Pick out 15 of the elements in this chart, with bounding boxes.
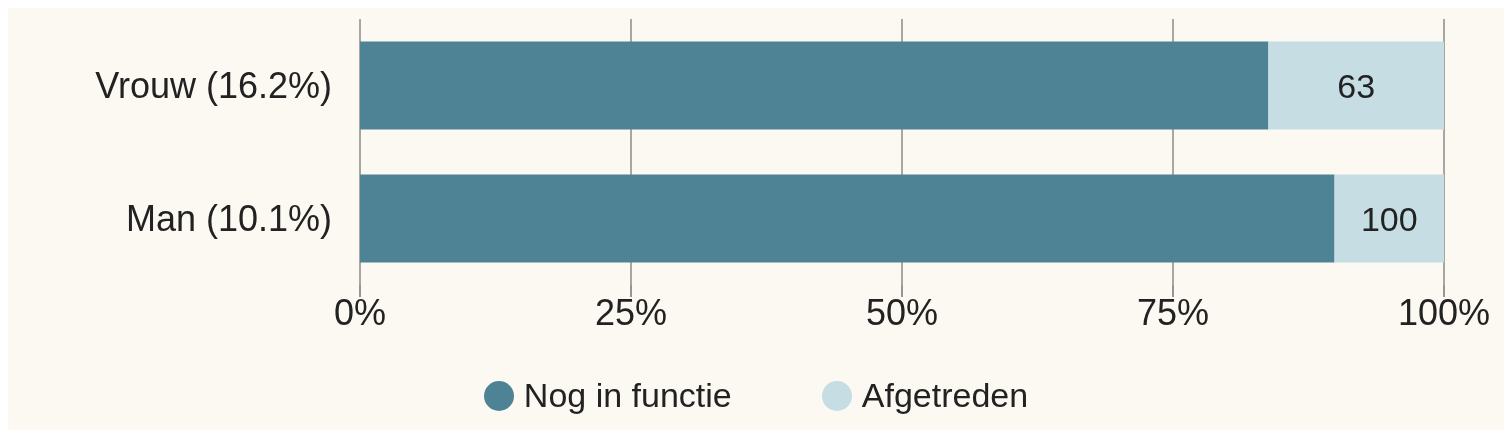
y-tick-label: Vrouw (16.2%) xyxy=(95,65,332,107)
x-tick-label: 25% xyxy=(594,291,668,333)
annotation: 100 xyxy=(1360,199,1418,238)
x-tick-label: 100% xyxy=(1397,291,1491,333)
bar xyxy=(360,174,1335,263)
x-tick-label: 75% xyxy=(1136,291,1210,333)
bar xyxy=(1268,41,1444,130)
bar xyxy=(1334,174,1444,263)
x-tick-label: 50% xyxy=(865,291,939,333)
annotation: 63 xyxy=(1337,66,1376,105)
x-tick-label: 0% xyxy=(333,291,387,333)
legend-label: Nog in functie xyxy=(523,376,732,415)
legend-label: Afgetreden xyxy=(861,376,1029,415)
bar xyxy=(360,41,1269,130)
y-tick-label: Man (10.1%) xyxy=(125,198,332,240)
